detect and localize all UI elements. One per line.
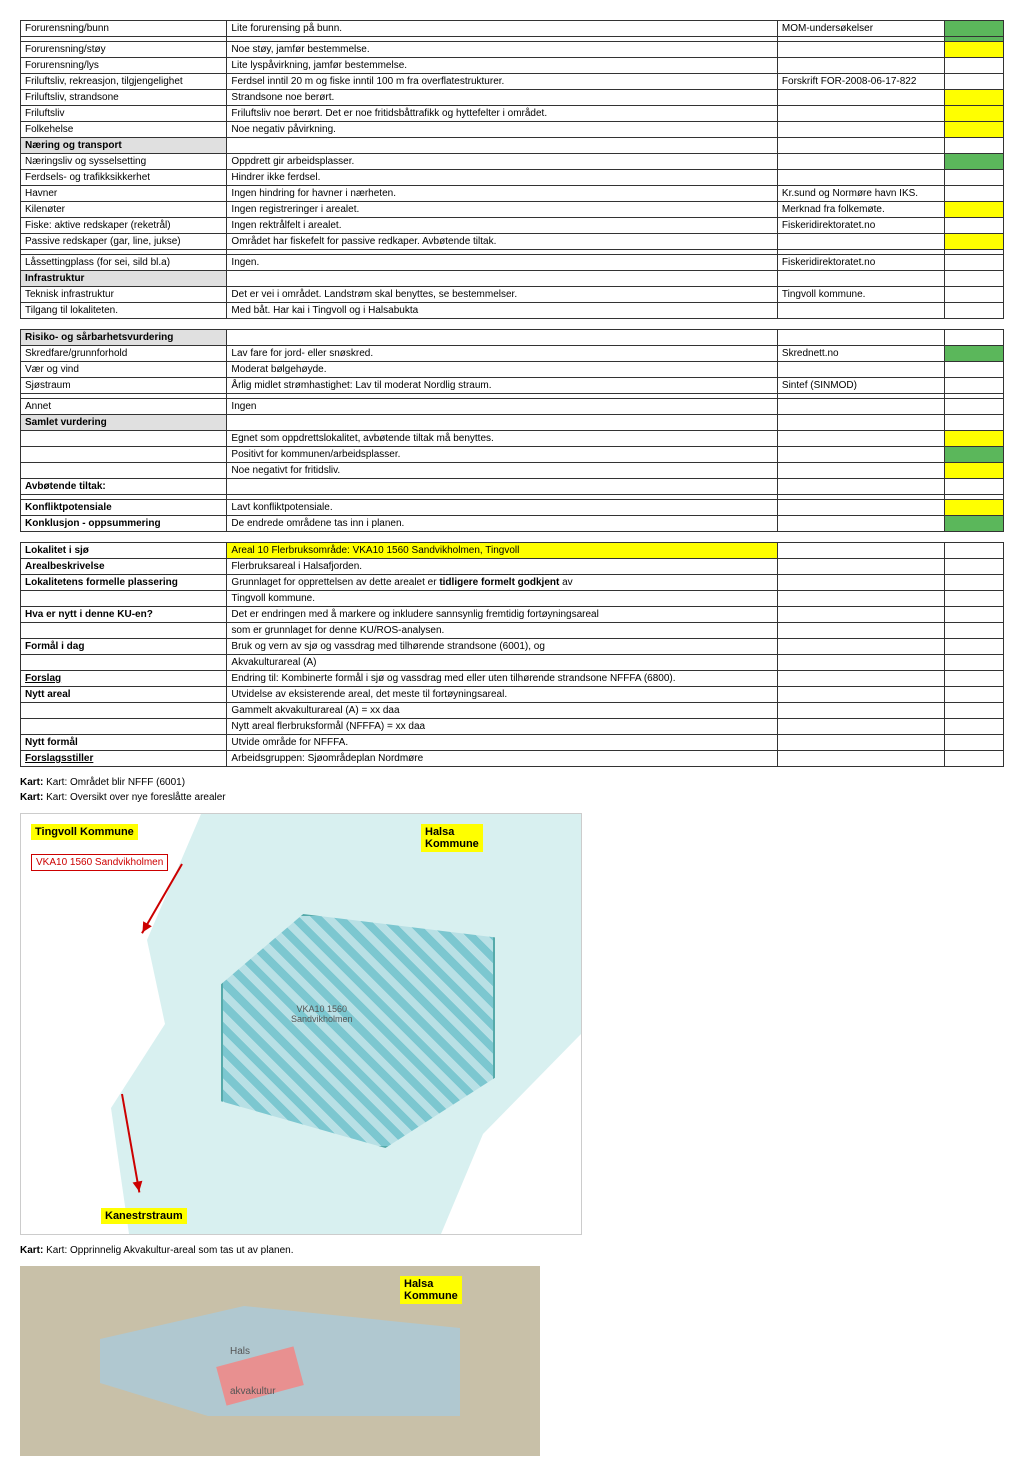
note-3: Kart: Kart: Opprinnelig Akvakultur-areal… [20,1245,1004,1256]
table-1: Forurensning/bunnLite forurensing på bun… [20,20,1004,319]
table-3: Lokalitet i sjøAreal 10 Flerbruksområde:… [20,542,1004,767]
map-2: Halsa Kommune Hals akvakultur [20,1266,540,1456]
table-2: Risiko- og sårbarhetsvurderingSkredfare/… [20,329,1004,532]
note-2: Kart: Kart: Oversikt over nye foreslåtte… [20,792,1004,803]
map-1: Tingvoll Kommune Halsa Kommune VKA10 156… [20,813,582,1235]
note-1: Kart: Kart: Området blir NFFF (6001) [20,777,1004,788]
